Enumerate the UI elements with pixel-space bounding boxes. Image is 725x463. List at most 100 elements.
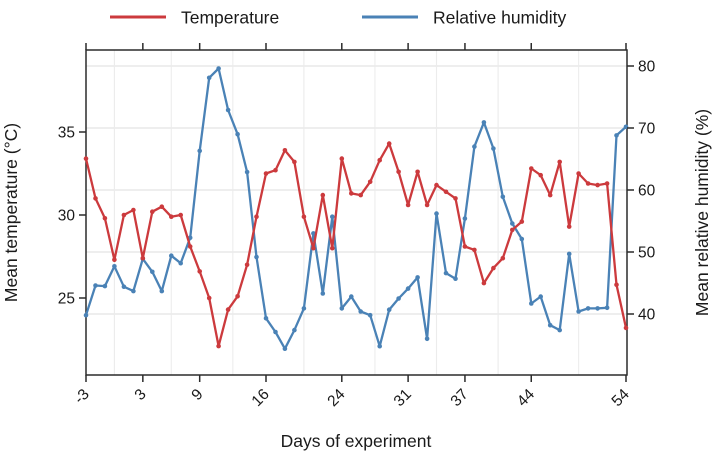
temperature-point bbox=[367, 179, 373, 185]
temperature-point bbox=[623, 325, 629, 331]
x-tick-label: 37 bbox=[448, 386, 472, 410]
humidity-point bbox=[197, 148, 202, 154]
humidity-point bbox=[424, 336, 430, 342]
legend-label-humidity: Relative humidity bbox=[433, 8, 566, 28]
humidity-point bbox=[510, 221, 515, 226]
legend-label-temperature: Temperature bbox=[181, 8, 279, 28]
humidity-point bbox=[614, 133, 619, 138]
temperature-point bbox=[415, 169, 420, 175]
humidity-point bbox=[244, 169, 250, 175]
temperature-point bbox=[386, 141, 392, 146]
y-left-tick-label: 30 bbox=[58, 208, 76, 225]
humidity-point bbox=[93, 283, 98, 288]
humidity-point bbox=[396, 296, 401, 301]
temperature-point bbox=[178, 212, 183, 218]
humidity-point bbox=[150, 269, 155, 275]
temperature-point bbox=[320, 192, 326, 198]
temperature-point bbox=[225, 307, 231, 312]
temperature-line bbox=[84, 142, 628, 348]
x-tick-label: 31 bbox=[391, 386, 415, 410]
humidity-point bbox=[311, 231, 316, 236]
temperature-point bbox=[481, 280, 487, 286]
y-right-tick-label: 80 bbox=[638, 59, 656, 76]
temperature-point bbox=[169, 214, 174, 219]
humidity-point bbox=[443, 270, 449, 276]
humidity-point bbox=[566, 251, 572, 257]
temperature-point bbox=[538, 172, 543, 178]
x-tick-label: 54 bbox=[609, 386, 633, 410]
humidity-point bbox=[604, 305, 610, 311]
humidity-point bbox=[131, 288, 136, 294]
y-left-tick-label: 35 bbox=[58, 125, 75, 142]
temperature-point bbox=[462, 244, 468, 249]
temperature-point bbox=[83, 156, 89, 161]
temperature-point bbox=[434, 182, 439, 188]
temperature-point bbox=[529, 166, 534, 171]
humidity-point bbox=[585, 306, 591, 311]
temperature-point bbox=[519, 219, 525, 224]
temperature-point bbox=[576, 171, 581, 176]
humidity-point bbox=[349, 294, 354, 299]
temperature-point bbox=[358, 192, 364, 198]
temperature-point bbox=[557, 159, 562, 165]
temperature-point bbox=[547, 192, 553, 198]
temperature-point bbox=[235, 294, 240, 299]
humidity-point bbox=[206, 75, 212, 81]
humidity-point bbox=[112, 264, 117, 269]
humidity-point bbox=[547, 322, 553, 328]
humidity-point bbox=[462, 216, 468, 221]
temperature-point bbox=[254, 214, 259, 219]
humidity-point bbox=[121, 284, 127, 290]
humidity-point bbox=[405, 286, 411, 291]
x-tick-label: 44 bbox=[514, 386, 538, 410]
humidity-point bbox=[538, 294, 543, 299]
temperature-point bbox=[339, 156, 345, 161]
temperature-point bbox=[282, 148, 288, 153]
data-series bbox=[83, 66, 629, 352]
humidity-point bbox=[386, 307, 392, 313]
y-axis-title-left: Mean temperature (°C) bbox=[1, 123, 21, 302]
temperature-point bbox=[197, 269, 202, 274]
temperature-point bbox=[405, 202, 411, 208]
temperature-point bbox=[301, 214, 307, 219]
temperature-point bbox=[131, 207, 136, 213]
humidity-point bbox=[491, 146, 496, 151]
temperature-point bbox=[292, 159, 297, 165]
humidity-point bbox=[263, 316, 269, 321]
temperature-point bbox=[187, 244, 193, 249]
temperature-point bbox=[102, 216, 108, 221]
temperature-point bbox=[121, 212, 127, 218]
y-left-tick-label: 25 bbox=[58, 291, 75, 308]
temperature-point bbox=[244, 262, 250, 268]
temperature-point bbox=[273, 167, 278, 173]
humidity-point bbox=[320, 291, 326, 296]
humidity-point bbox=[434, 211, 439, 216]
temperature-point bbox=[330, 245, 335, 251]
humidity-point bbox=[367, 312, 373, 318]
humidity-point bbox=[301, 306, 307, 311]
y-right-tick-label: 50 bbox=[638, 245, 656, 262]
x-tick-label: 9 bbox=[188, 386, 206, 404]
temperature-point bbox=[216, 343, 221, 349]
temperature-point bbox=[595, 182, 600, 188]
axis-ticks bbox=[79, 43, 634, 382]
temperature-point bbox=[140, 255, 146, 261]
temperature-point bbox=[206, 295, 212, 301]
temperature-point bbox=[349, 191, 354, 196]
temperature-point bbox=[311, 245, 316, 251]
humidity-point bbox=[453, 276, 458, 282]
temperature-point bbox=[585, 181, 591, 186]
humidity-point bbox=[292, 327, 297, 333]
humidity-point bbox=[254, 254, 259, 260]
temperature-point bbox=[93, 196, 98, 201]
humidity-point bbox=[83, 312, 89, 318]
temperature-point bbox=[491, 265, 496, 271]
y-right-tick-label: 40 bbox=[638, 307, 656, 324]
temperature-point bbox=[159, 204, 165, 209]
temperature-point bbox=[150, 209, 155, 214]
humidity-point bbox=[529, 301, 534, 306]
temperature-point bbox=[396, 169, 401, 175]
humidity-point bbox=[576, 309, 581, 314]
